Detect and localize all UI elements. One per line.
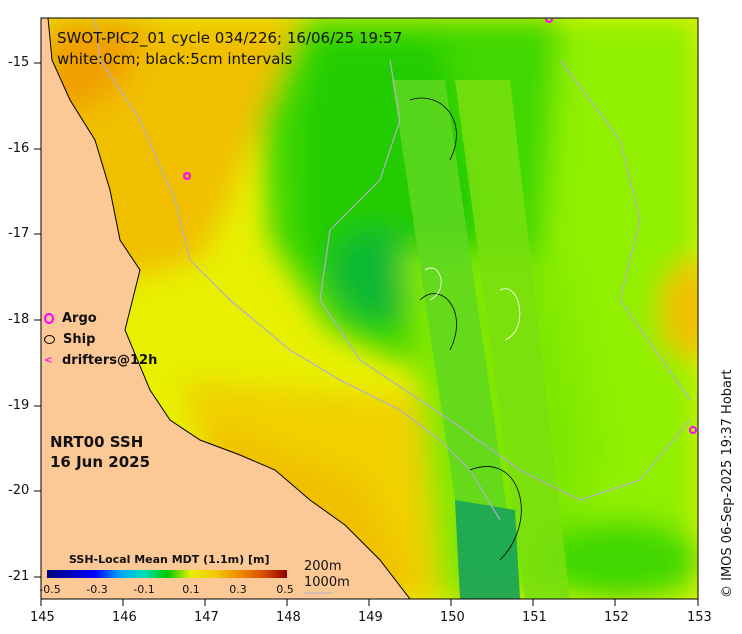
y-tick: -17 [8, 226, 30, 241]
title-line-1: SWOT-PIC2_01 cycle 034/226; 16/06/25 19:… [57, 29, 403, 47]
colorbar-title: SSH-Local Mean MDT (1.1m) [m] [69, 553, 270, 566]
y-tick: -15 [8, 55, 30, 70]
isobath-200m [94, 18, 501, 521]
x-tick: 151 [522, 610, 547, 625]
colorbar-tick: 0.1 [182, 583, 200, 596]
legend-item-ship: Ship [44, 329, 157, 350]
x-tick: 152 [604, 610, 629, 625]
colorbar-tick: -0.5 [39, 583, 61, 596]
legend-item-argo: Argo [44, 308, 157, 329]
isobath-1000m-label: 1000m [304, 575, 350, 590]
x-tick: 145 [30, 610, 55, 625]
drifter-arrow-icon: < [44, 355, 53, 366]
isobath-200m-label: 200m [304, 559, 342, 574]
product-date: 16 Jun 2025 [50, 453, 151, 471]
map-title: SWOT-PIC2_01 cycle 034/226; 16/06/25 19:… [57, 28, 402, 70]
colorbar [47, 570, 287, 578]
legend-label: Argo [62, 311, 97, 326]
x-tick: 147 [194, 610, 219, 625]
legend-item-drifters: < drifters@12h [44, 350, 157, 371]
title-line-2: white:0cm; black:5cm intervals [57, 50, 293, 68]
legend-label: drifters@12h [62, 353, 158, 368]
x-tick: 148 [276, 610, 301, 625]
argo-floats [183, 18, 697, 434]
colorbar-tick: 0.3 [229, 583, 247, 596]
x-tick: 149 [358, 610, 383, 625]
swot-swaths [392, 80, 570, 599]
y-tick: -18 [8, 312, 30, 327]
land [41, 18, 411, 599]
contours [409, 97, 522, 561]
y-tick: -19 [8, 398, 30, 413]
y-tick: -21 [8, 569, 30, 584]
x-tick: 153 [687, 610, 712, 625]
y-tick: -20 [8, 483, 30, 498]
product-name: NRT00 SSH [50, 433, 144, 451]
product-label: NRT00 SSH 16 Jun 2025 [50, 432, 150, 472]
legend-label: Ship [63, 332, 96, 347]
colorbar-tick: 0.5 [276, 583, 294, 596]
argo-circle-icon [44, 313, 54, 324]
isobath-1000m [319, 59, 691, 501]
ship-circle-icon [44, 335, 55, 344]
x-tick: 150 [440, 610, 465, 625]
colorbar-tick: -0.1 [133, 583, 155, 596]
y-tick: -16 [8, 141, 30, 156]
credit: © IMOS 06-Sep-2025 19:37 Hobart [720, 369, 735, 598]
colorbar-tick: -0.3 [86, 583, 108, 596]
axis-ticks [34, 62, 699, 606]
x-tick: 146 [112, 610, 137, 625]
legend: Argo Ship < drifters@12h [44, 308, 157, 371]
